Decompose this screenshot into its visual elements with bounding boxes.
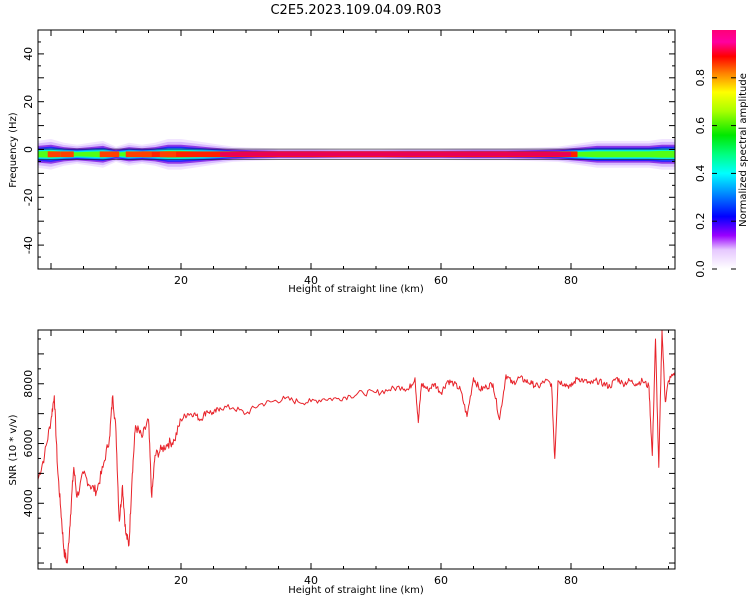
colorbar-ticks: 0.0 0.2 0.4 0.6 0.8 — [694, 69, 736, 278]
snr-xtick-label: 40 — [304, 574, 318, 587]
colorbar-gradient — [712, 30, 736, 269]
snr-ylabel: SNR (10 * v/v) — [8, 414, 19, 485]
snr-xtick-label: 20 — [174, 574, 188, 587]
colorbar-tick-label: 0.4 — [694, 165, 707, 183]
snr-ytick-label: 8000 — [22, 370, 35, 398]
snr-ticks: 20 40 60 80 8000 6000 4000 — [22, 330, 675, 587]
spectrogram-hotspot — [47, 151, 61, 158]
snr-ytick-label: 6000 — [22, 430, 35, 458]
colorbar-tick-label: 0.8 — [694, 69, 707, 87]
colorbar: 0.0 0.2 0.4 0.6 0.8 Normalized spectral ampl… — [694, 30, 749, 278]
spectrogram-ticks: 20 40 60 80 40 20 0 -20 -40 — [22, 29, 675, 287]
snr-panel: 20 40 60 80 8000 6000 4000 Height of straight … — [8, 329, 676, 596]
spectrogram-ytick-label: 20 — [22, 95, 35, 109]
spectrogram-hotspot — [60, 151, 74, 158]
spectrogram-hotspot — [99, 151, 120, 158]
snr-xtick-label: 80 — [564, 574, 578, 587]
spectrogram-xtick-label: 60 — [434, 274, 448, 287]
snr-ytick-label: 4000 — [22, 489, 35, 517]
snr-xlabel: Height of straight line (km) — [288, 585, 424, 596]
snr-xtick-label: 60 — [434, 574, 448, 587]
colorbar-label: Normalized spectral amplitude — [738, 73, 749, 227]
colorbar-tick-label: 0.6 — [694, 117, 707, 135]
spectrogram-xtick-label: 40 — [304, 274, 318, 287]
chart-title: C2E5.2023.109.04.09.R03 — [270, 3, 441, 18]
colorbar-tick-label: 0.2 — [694, 212, 707, 230]
snr-frame — [37, 329, 676, 570]
spectrogram-heatmap — [38, 139, 675, 170]
snr-series-line — [38, 330, 675, 564]
colorbar-tick-label: 0.0 — [694, 260, 707, 278]
spectrogram-xtick-label: 20 — [174, 274, 188, 287]
spectrogram-ytick-label: 40 — [22, 47, 35, 61]
spectrogram-ytick-label: 0 — [22, 146, 35, 153]
spectrogram-hotspot — [159, 151, 177, 158]
spectrogram-ylabel: Frequency (Hz) — [8, 112, 19, 188]
spectrogram-hotspot — [125, 151, 152, 158]
spectrogram-peak-band — [220, 152, 571, 157]
spectrogram-ytick-label: -40 — [22, 236, 35, 254]
spectrogram-xlabel: Height of straight line (km) — [288, 284, 424, 295]
spectrogram-panel: 20 40 60 80 40 20 0 -20 -40 Height of straight l… — [8, 29, 676, 295]
spectrogram-ytick-label: -20 — [22, 188, 35, 206]
spectrogram-xtick-label: 80 — [564, 274, 578, 287]
